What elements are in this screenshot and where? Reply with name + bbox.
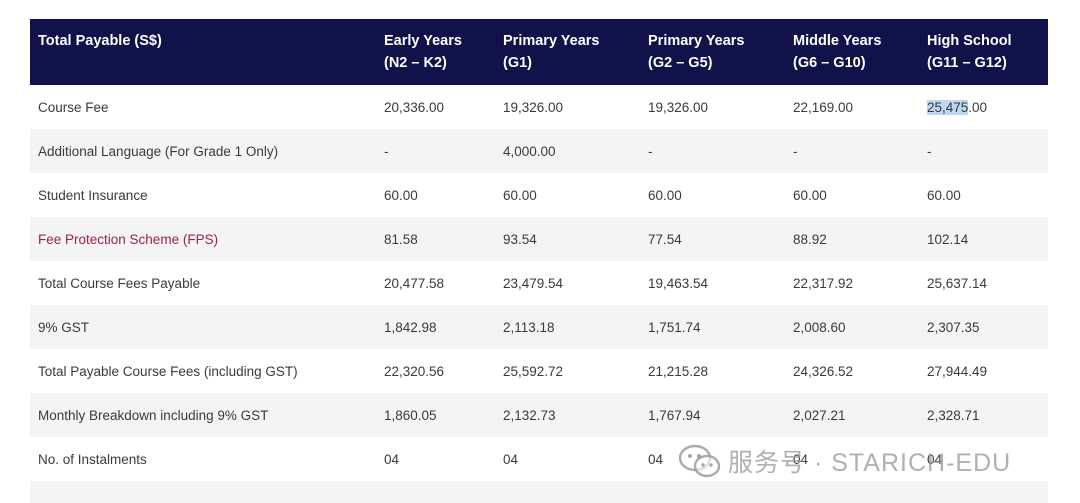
cell-middle-years: 2,027.21 [793,407,846,423]
row-label: Total Payable Course Fees (including GST… [38,363,298,379]
cell-middle-years: 60.00 [793,187,827,203]
header-line-2: (N2 – K2) [384,55,447,71]
header-line-2: (G6 – G10) [793,55,866,71]
cell-primary-g1: 04 [503,451,519,467]
cell-high-school: 27,944.49 [927,363,988,379]
table-row: Total Payable Course Fees (including GST… [30,349,1048,393]
header-line-2: (G2 – G5) [648,55,713,71]
header-high-school: High School (G11 – G12) [919,19,1048,85]
cell-early-years: 04 [384,451,400,467]
cell-primary-g2-g5: 77.54 [648,231,682,247]
cell-primary-g2-g5: 60.00 [648,187,682,203]
cell-primary-g2-g5: 1,751.74 [648,319,701,335]
row-label: 9% GST [38,319,90,335]
row-label: Additional Language (For Grade 1 Only) [38,143,279,159]
cell-primary-g1: 19,326.00 [503,99,564,115]
cell-text-rest: .00 [968,99,988,115]
cell-high-school: 102.14 [927,231,969,247]
cell-primary-g1: 93.54 [503,231,537,247]
fps-link[interactable]: Fee Protection Scheme (FPS) [38,231,219,247]
cell-primary-g1: 25,592.72 [503,363,564,379]
row-label: Monthly Breakdown including 9% GST [38,407,269,423]
cell-middle-years: 24,326.52 [793,363,854,379]
cell-high-school: 2,307.35 [927,319,980,335]
table-header: Total Payable (S$) Early Years (N2 – K2)… [30,19,1048,85]
cell-middle-years: 22,317.92 [793,275,854,291]
row-label: Course Fee [38,99,109,115]
table-row: Monthly Breakdown including 9% GST 1,860… [30,393,1048,437]
table-row: Fee Protection Scheme (FPS) 81.58 93.54 … [30,217,1048,261]
cell-early-years: 60.00 [384,187,418,203]
header-line-2: (G11 – G12) [927,55,1007,71]
cell-middle-years: 2,008.60 [793,319,846,335]
table-row: Total Course Fees Payable 20,477.58 23,4… [30,261,1048,305]
cell-early-years: 22,320.56 [384,363,445,379]
header-line-1: Total Payable (S$) [38,33,162,49]
cell-high-school: 25,475.00 [919,85,1048,129]
cell-middle-years: 04 [793,451,809,467]
header-line-1: High School [927,33,1012,49]
header-primary-years-g1: Primary Years (G1) [495,19,640,85]
header-line-1: Early Years [384,33,462,49]
row-label: No. of Instalments [38,451,147,467]
table-row: Additional Language (For Grade 1 Only) -… [30,129,1048,173]
header-row: Total Payable (S$) Early Years (N2 – K2)… [30,19,1048,85]
cell-primary-g1: 2,132.73 [503,407,556,423]
header-line-1: Primary Years [648,33,745,49]
next-row-partial [30,481,1048,503]
cell-primary-g2-g5: 19,326.00 [648,99,709,115]
cell-primary-g2-g5: - [648,143,653,159]
cell-middle-years: 88.92 [793,231,827,247]
cell-middle-years: 22,169.00 [793,99,854,115]
table-row: 9% GST 1,842.98 2,113.18 1,751.74 2,008.… [30,305,1048,349]
row-label: Total Course Fees Payable [38,275,201,291]
cell-primary-g1: 2,113.18 [503,319,555,335]
cell-early-years: 1,860.05 [384,407,437,423]
header-total-payable: Total Payable (S$) [30,19,376,85]
cell-high-school: 2,328.71 [927,407,980,423]
header-primary-years-g2-g5: Primary Years (G2 – G5) [640,19,785,85]
cell-early-years: 1,842.98 [384,319,437,335]
header-middle-years: Middle Years (G6 – G10) [785,19,919,85]
cell-primary-g1: 23,479.54 [503,275,564,291]
header-line-2: (G1) [503,55,532,71]
cell-primary-g2-g5: 04 [648,451,664,467]
cell-primary-g1: 60.00 [503,187,537,203]
header-line-1: Middle Years [793,33,882,49]
cell-primary-g1: 4,000.00 [503,143,556,159]
header-early-years: Early Years (N2 – K2) [376,19,495,85]
row-label: Student Insurance [38,187,148,203]
header-line-1: Primary Years [503,33,600,49]
fee-table: Total Payable (S$) Early Years (N2 – K2)… [30,19,1048,481]
cell-early-years: 81.58 [384,231,418,247]
table-row: No. of Instalments 04 04 04 04 04 [30,437,1048,481]
cell-high-school: 60.00 [927,187,961,203]
cell-primary-g2-g5: 19,463.54 [648,275,709,291]
cell-high-school: - [927,143,932,159]
cell-primary-g2-g5: 21,215.28 [648,363,709,379]
cell-middle-years: - [793,143,798,159]
table-body: Course Fee 20,336.00 19,326.00 19,326.00… [30,85,1048,481]
cell-early-years: - [384,143,389,159]
cell-high-school: 04 [927,451,943,467]
table-row: Course Fee 20,336.00 19,326.00 19,326.00… [30,85,1048,129]
cell-early-years: 20,477.58 [384,275,445,291]
selected-text: 25,475 [927,99,969,115]
cell-high-school: 25,637.14 [927,275,988,291]
cell-early-years: 20,336.00 [384,99,445,115]
cell-primary-g2-g5: 1,767.94 [648,407,701,423]
table-row: Student Insurance 60.00 60.00 60.00 60.0… [30,173,1048,217]
